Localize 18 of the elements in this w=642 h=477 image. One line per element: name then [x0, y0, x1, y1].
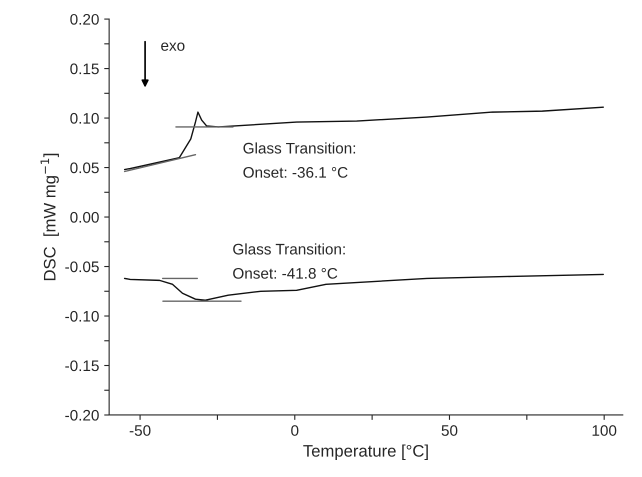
- x-tick-label: 100: [592, 425, 616, 436]
- y-tick-label: 0.00: [70, 212, 99, 223]
- x-axis-title: Temperature [°C]: [303, 444, 428, 460]
- x-tick-label: 50: [442, 425, 458, 436]
- y-tick-label: 0.05: [70, 162, 99, 174]
- y-tick-label: -0.05: [65, 261, 99, 272]
- y-tick-label: -0.20: [65, 410, 99, 421]
- x-tick-label: 0: [291, 425, 298, 436]
- x-tick-label: -50: [130, 425, 151, 436]
- annotation: Glass Transition: Onset: -41.8 °C: [233, 243, 345, 279]
- y-tick-label: 0.20: [70, 14, 99, 25]
- y-tick-label: -0.15: [65, 360, 99, 372]
- y-tick-label: -0.10: [65, 310, 99, 322]
- y-tick-label: 0.15: [70, 63, 99, 74]
- y-tick-label: 0.10: [70, 112, 99, 124]
- y-axis-title: DSC [mW mg$^{−1}$]: [40, 154, 59, 280]
- annotation: Glass Transition: Onset: -36.1 °C: [243, 142, 356, 178]
- annotation: exo: [161, 42, 184, 51]
